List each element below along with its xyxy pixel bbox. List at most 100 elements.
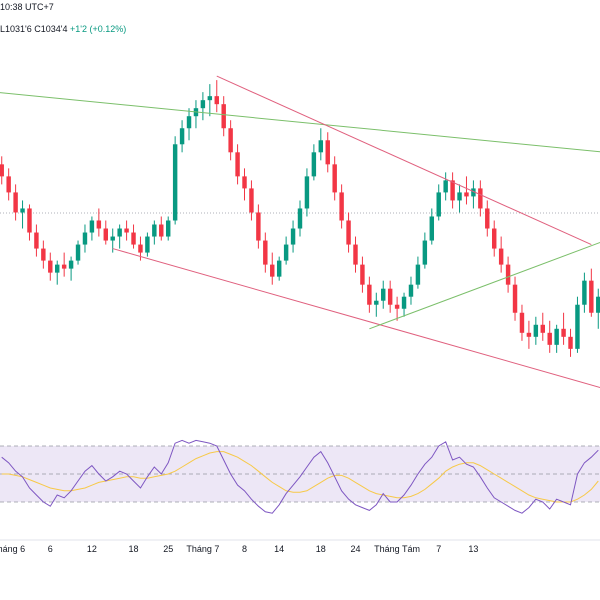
candle-body bbox=[172, 144, 178, 221]
channel-upper-line bbox=[216, 75, 592, 246]
time-axis-tick-label: Tháng 6 bbox=[0, 544, 25, 554]
low-value: 1031'6 bbox=[5, 24, 32, 34]
candle-body bbox=[381, 288, 386, 301]
rsi-line bbox=[1, 439, 599, 514]
candle-body bbox=[124, 228, 129, 233]
candle-body bbox=[68, 260, 74, 269]
candle-body bbox=[339, 192, 344, 221]
candle-body bbox=[332, 164, 337, 193]
candle-body bbox=[207, 96, 213, 101]
candle-body bbox=[374, 300, 379, 305]
candle-body bbox=[103, 228, 108, 241]
candle-body bbox=[512, 284, 518, 313]
candle-body bbox=[165, 220, 171, 237]
candle-body bbox=[263, 240, 268, 265]
candle-body bbox=[346, 220, 351, 245]
candle-body bbox=[575, 304, 580, 349]
candle-body bbox=[415, 264, 421, 285]
candle-body bbox=[242, 176, 247, 189]
rsi-ma-line bbox=[1, 451, 599, 503]
price-pane bbox=[0, 75, 600, 388]
candle-body bbox=[311, 152, 317, 177]
candle-body bbox=[159, 224, 164, 237]
candle-body bbox=[325, 140, 330, 165]
ohlc-readout: L1031'6 C1034'4 +1'2 (+0.12%) bbox=[0, 24, 126, 34]
candle-body bbox=[478, 188, 483, 209]
candle-body bbox=[485, 208, 490, 229]
candle-body bbox=[533, 324, 539, 337]
candle-body bbox=[540, 324, 545, 333]
channel-lower-line bbox=[112, 248, 600, 388]
candle-body bbox=[505, 264, 511, 285]
candle-body bbox=[110, 236, 115, 241]
time-axis-tick-label: 13 bbox=[468, 544, 478, 554]
candle-body bbox=[256, 212, 261, 241]
candle-body bbox=[290, 228, 296, 245]
low-label: L bbox=[0, 24, 6, 34]
time-axis-tick-label: 8 bbox=[242, 544, 247, 554]
candle-body bbox=[270, 264, 275, 277]
time-axis-tick-label: 24 bbox=[350, 544, 360, 554]
candle-body bbox=[561, 328, 566, 337]
candle-body bbox=[235, 152, 240, 177]
candle-body bbox=[41, 248, 46, 261]
candle-body bbox=[450, 180, 455, 201]
candle-body bbox=[304, 176, 310, 209]
candle-body bbox=[387, 288, 393, 305]
time-axis-tick-label: 18 bbox=[129, 544, 139, 554]
candle-body bbox=[401, 296, 407, 309]
candle-body bbox=[131, 232, 136, 245]
candle-body bbox=[117, 228, 122, 237]
time-axis-tick-label: Tháng 7 bbox=[186, 544, 219, 554]
candle-body bbox=[96, 220, 102, 229]
candle-body bbox=[276, 260, 282, 277]
candle-body bbox=[138, 244, 143, 253]
candle-body bbox=[547, 332, 552, 345]
candle-body bbox=[228, 128, 233, 153]
candle-body bbox=[408, 284, 414, 297]
candle-body bbox=[471, 188, 476, 197]
candle-body bbox=[221, 104, 226, 129]
candle-body bbox=[457, 192, 462, 201]
change-value: +1'2 (+0.12%) bbox=[70, 24, 127, 34]
chart-header-time: 10:38 UTC+7 bbox=[0, 2, 54, 12]
candle-body bbox=[464, 192, 469, 197]
candle-body bbox=[55, 264, 60, 273]
candle-body bbox=[82, 232, 88, 245]
candle-body bbox=[200, 100, 206, 109]
time-axis-tick-label: 18 bbox=[316, 544, 326, 554]
long-term-trendline bbox=[0, 92, 600, 153]
candle-body bbox=[179, 128, 185, 145]
rsi-band bbox=[0, 446, 600, 502]
candle-body bbox=[360, 264, 365, 285]
candle-body bbox=[6, 176, 11, 193]
candle-body bbox=[89, 220, 95, 233]
candle-body bbox=[283, 244, 289, 261]
time-axis-tick-label: 6 bbox=[48, 544, 53, 554]
close-value: 1034'4 bbox=[40, 24, 68, 34]
candle-body bbox=[75, 244, 81, 261]
candle-body bbox=[186, 116, 192, 129]
candle-body bbox=[61, 264, 67, 269]
time-axis-tick-label: 25 bbox=[163, 544, 173, 554]
candle-body bbox=[353, 244, 358, 265]
time-axis-tick-label: 12 bbox=[87, 544, 97, 554]
candle-body bbox=[13, 192, 18, 213]
candle-body bbox=[249, 188, 254, 213]
time-axis-tick-label: Tháng Tám bbox=[374, 544, 420, 554]
candle-body bbox=[526, 332, 532, 337]
candle-body bbox=[582, 280, 587, 305]
candle-body bbox=[145, 236, 150, 253]
candle-body bbox=[589, 280, 594, 313]
candle-body bbox=[367, 284, 372, 305]
candle-body bbox=[297, 208, 303, 229]
candle-body bbox=[568, 336, 573, 349]
candle-body bbox=[27, 208, 32, 233]
rsi-pane bbox=[0, 439, 600, 514]
candle-body bbox=[318, 140, 324, 153]
candle-body bbox=[498, 248, 504, 265]
time-axis-tick-label: 7 bbox=[436, 544, 441, 554]
time-axis-tick-label: 14 bbox=[274, 544, 284, 554]
candle-body bbox=[596, 296, 600, 313]
